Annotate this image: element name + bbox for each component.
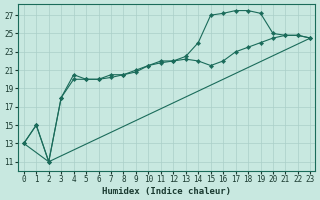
X-axis label: Humidex (Indice chaleur): Humidex (Indice chaleur) — [102, 187, 231, 196]
